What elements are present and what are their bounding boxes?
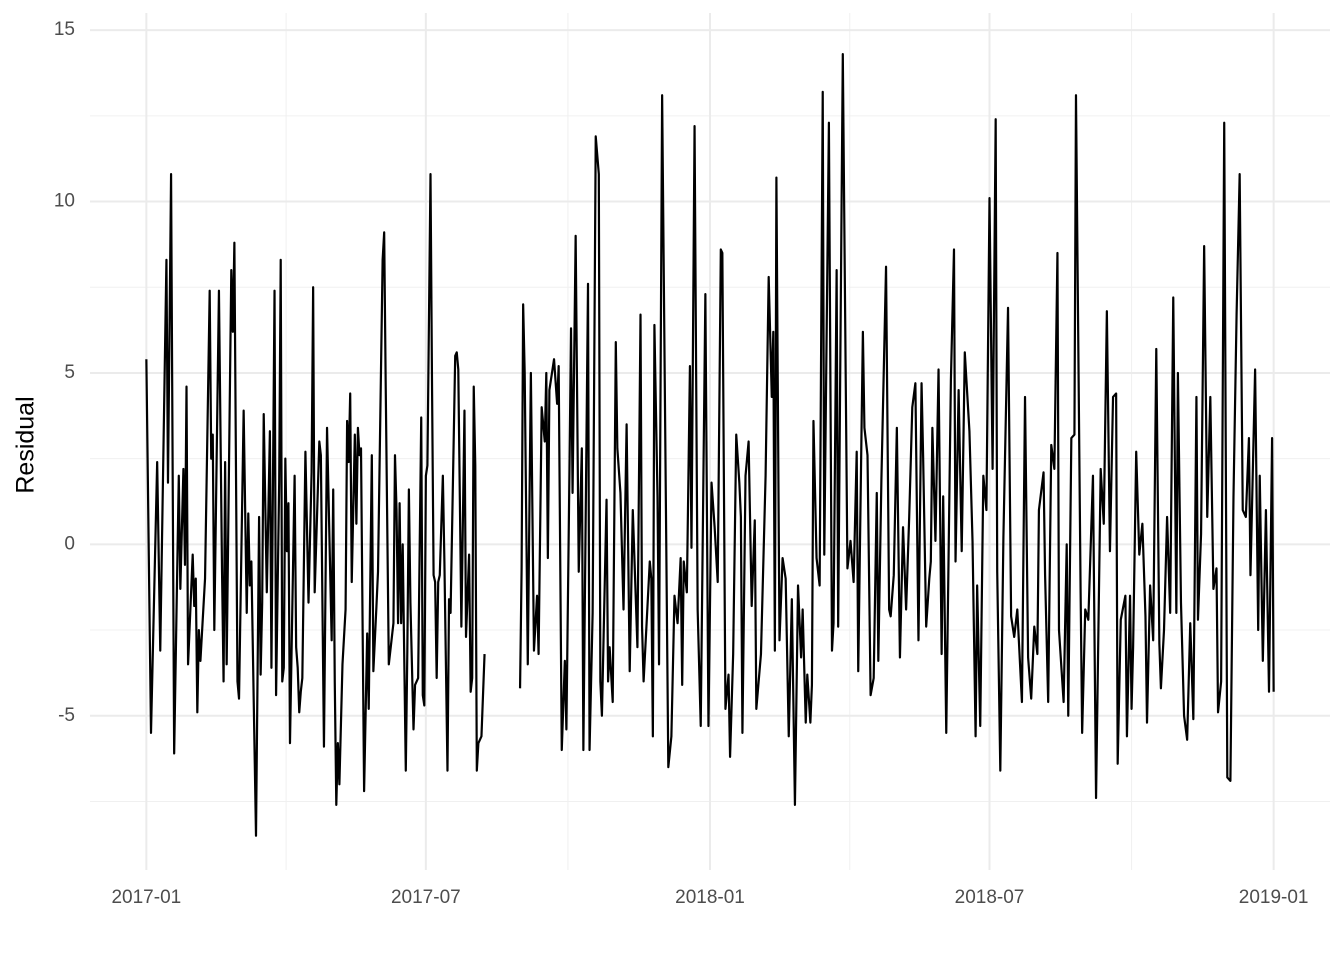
x-tick-label: 2018-07 bbox=[955, 887, 1025, 908]
y-tick-label: 0 bbox=[64, 533, 75, 554]
y-tick-label: -5 bbox=[58, 705, 75, 726]
y-tick-label: 5 bbox=[64, 362, 75, 383]
x-tick-label: 2019-01 bbox=[1239, 887, 1309, 908]
x-tick-label: 2017-01 bbox=[111, 887, 181, 908]
x-tick-label: 2017-07 bbox=[391, 887, 461, 908]
y-tick-label: 10 bbox=[54, 191, 75, 212]
x-tick-label: 2018-01 bbox=[675, 887, 745, 908]
y-axis-label: Residual bbox=[12, 396, 40, 493]
line bbox=[145, 53, 1275, 837]
y-tick-label: 15 bbox=[54, 19, 75, 40]
